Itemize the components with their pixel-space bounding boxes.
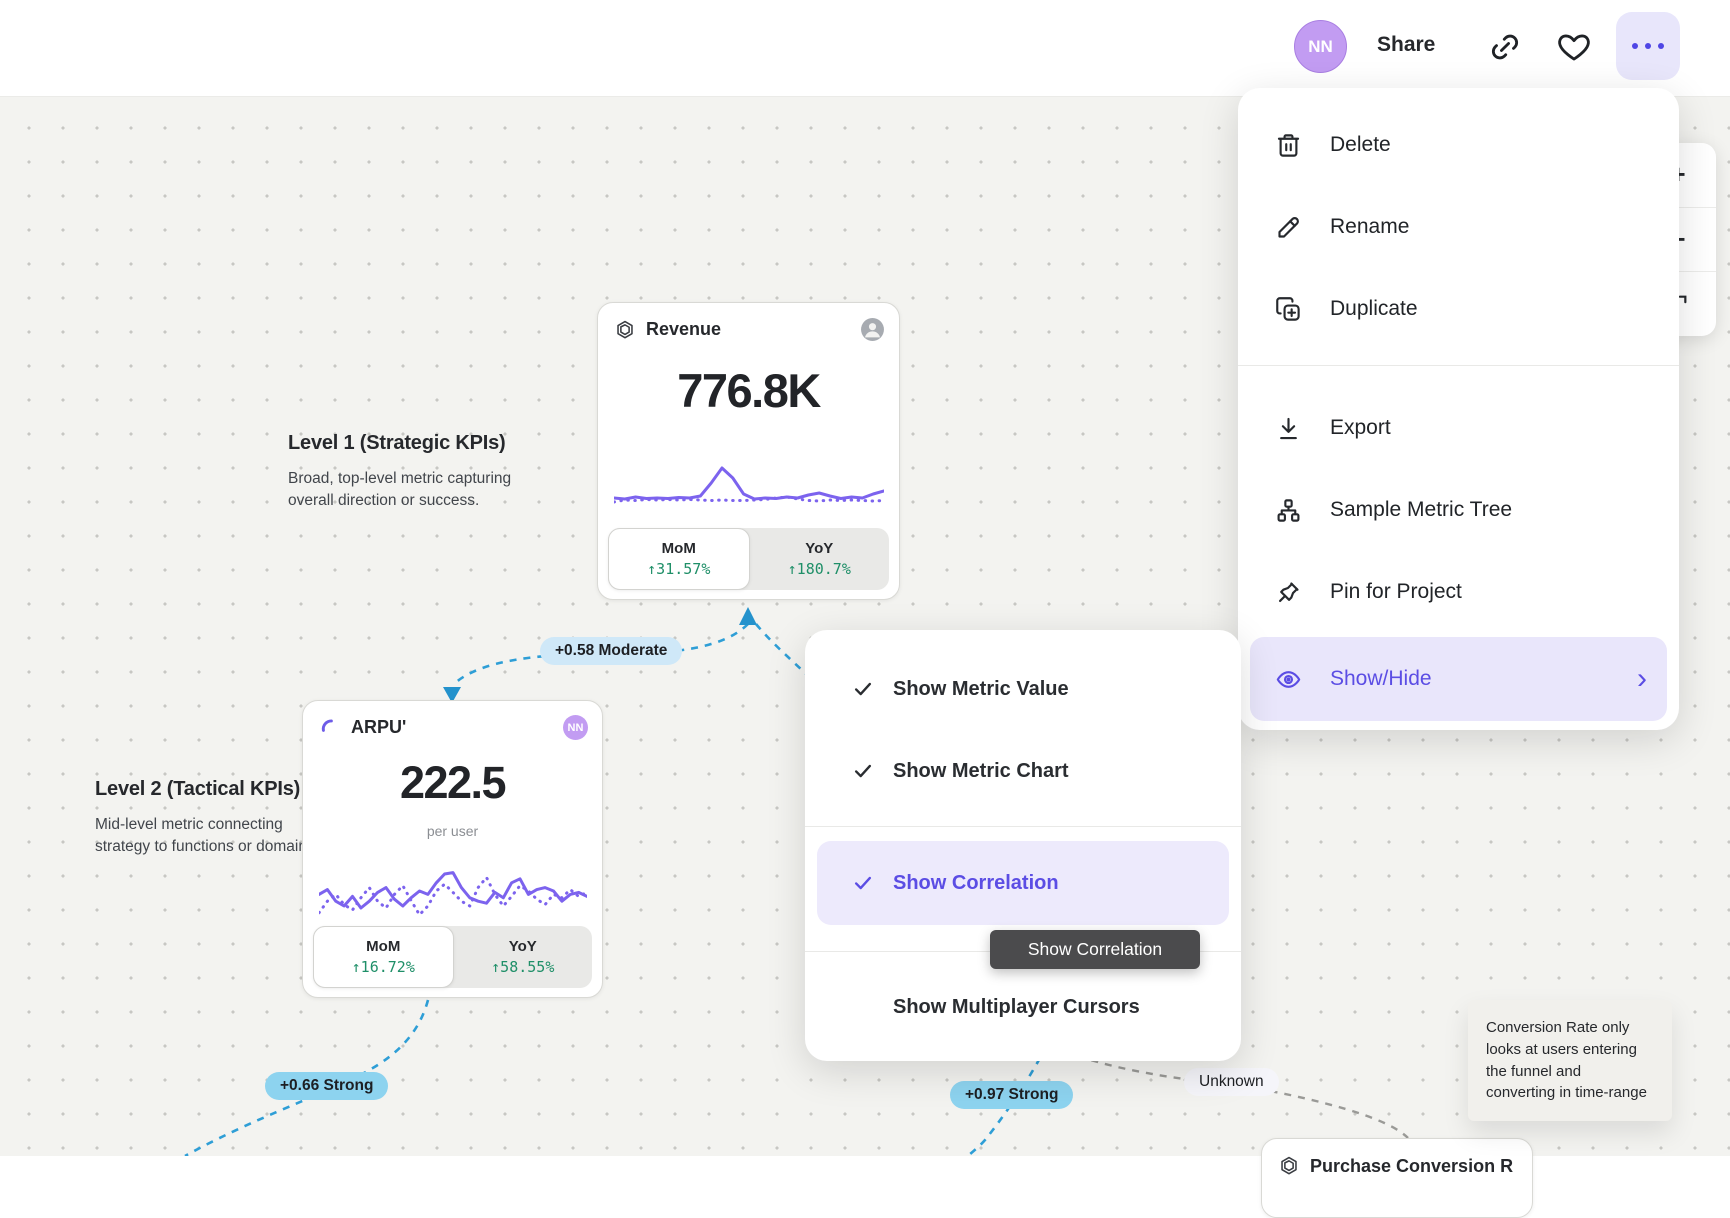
arc-metric-icon [321,718,333,732]
arpu-card-header: ARPU' NN [319,715,588,740]
menu-item-label: Show/Hide [1330,667,1432,690]
submenu-item-show-correlation[interactable]: Show Correlation [817,841,1229,925]
menu-divider [1238,365,1679,366]
menu-item-delete[interactable]: Delete [1238,104,1679,186]
revenue-sparkline [614,466,884,504]
menu-item-export[interactable]: Export [1238,387,1679,469]
mom-value: ↑31.57% [647,560,711,578]
owner-avatar-icon [861,318,884,341]
level-1-label: Level 1 (Strategic KPIs) Broad, top-leve… [288,432,548,512]
duplicate-icon [1276,296,1300,321]
canvas-note[interactable]: Conversion Rate only looks at users ente… [1468,1000,1672,1121]
eye-icon [1276,670,1301,688]
submenu-item-show-metric-value[interactable]: Show Metric Value [805,648,1241,730]
menu-item-label: Sample Metric Tree [1330,498,1513,521]
revenue-card-title: Revenue [646,319,722,339]
metric-card-arpu[interactable]: ARPU' NN 222.5 per user MoM ↑16.72% YoY … [302,700,603,998]
top-bar: NN Share [0,0,1730,97]
checkmark-icon [854,876,872,890]
arpu-tab-mom[interactable]: MoM ↑16.72% [313,926,454,988]
yoy-label: YoY [805,540,834,557]
arpu-unit: per user [426,823,479,839]
menu-item-sample-metric-tree[interactable]: Sample Metric Tree [1238,469,1679,551]
revenue-value: 776.8K [677,364,821,417]
submenu-item-label: Show Multiplayer Cursors [893,995,1140,1018]
pencil-icon [1278,216,1299,238]
pin-icon [1278,581,1299,602]
owner-avatar-nn: NN [563,715,588,740]
yoy-label: YoY [508,938,537,955]
submenu-item-label: Show Metric Chart [893,759,1069,782]
metric-card-purchase-conversion[interactable]: Purchase Conversion R [1261,1138,1533,1218]
correlation-badge-unknown[interactable]: Unknown [1184,1068,1279,1096]
favorite-heart-icon[interactable] [1557,30,1591,64]
mom-label: MoM [366,938,401,955]
menu-item-rename[interactable]: Rename [1238,186,1679,268]
copy-link-icon[interactable] [1488,30,1522,64]
hexagon-metric-icon [1281,1156,1297,1175]
menu-item-show-hide[interactable]: Show/Hide › [1250,637,1667,721]
context-menu: Delete Rename Duplicate Export Sample Me… [1238,88,1679,730]
menu-item-label: Delete [1330,133,1391,156]
level-2-description: Mid-level metric connecting strategy to … [95,816,320,855]
chevron-right-icon: › [1637,662,1647,695]
arpu-sparkline [319,871,587,917]
show-hide-submenu: Show Metric Value Show Metric Chart Show… [805,630,1241,1061]
mom-label: MoM [661,540,696,557]
more-options-icon [1632,43,1664,49]
menu-item-label: Duplicate [1330,297,1418,320]
level-2-label: Level 2 (Tactical KPIs) Mid-level metric… [95,778,341,858]
yoy-value: ↑58.55% [491,958,555,976]
correlation-badge-strong-66[interactable]: +0.66 Strong [265,1072,389,1100]
purchase-card-title: Purchase Conversion R [1310,1155,1514,1176]
level-2-title: Level 2 (Tactical KPIs) [95,778,301,800]
export-icon [1280,417,1297,439]
hexagon-metric-icon [617,320,633,338]
correlation-badge-strong-97[interactable]: +0.97 Strong [950,1081,1074,1109]
metric-card-revenue[interactable]: Revenue 776.8K MoM ↑31.57% YoY ↑180.7% [597,302,900,600]
menu-item-duplicate[interactable]: Duplicate [1238,268,1679,350]
more-options-button[interactable] [1616,12,1680,80]
menu-divider [805,826,1241,827]
level-1-description: Broad, top-level metric capturing overal… [288,470,512,509]
user-avatar[interactable]: NN [1294,20,1347,73]
yoy-value: ↑180.7% [787,560,851,578]
share-button[interactable]: Share [1377,33,1436,56]
revenue-tab-yoy[interactable]: YoY ↑180.7% [750,528,890,590]
arpu-period-tabs: MoM ↑16.72% YoY ↑58.55% [313,926,592,988]
correlation-badge-moderate[interactable]: +0.58 Moderate [540,637,683,665]
trash-icon [1277,133,1300,157]
menu-item-label: Pin for Project [1330,580,1462,603]
arpu-tab-yoy[interactable]: YoY ↑58.55% [454,926,593,988]
purchase-card-header: Purchase Conversion R [1278,1155,1518,1177]
revenue-period-tabs: MoM ↑31.57% YoY ↑180.7% [608,528,889,590]
checkmark-icon [854,764,872,778]
submenu-item-label: Show Metric Value [893,677,1069,700]
submenu-item-show-metric-chart[interactable]: Show Metric Chart [805,730,1241,812]
revenue-card-header: Revenue [614,317,885,342]
menu-item-label: Rename [1330,215,1410,238]
submenu-item-label: Show Correlation [893,871,1059,894]
tree-icon [1277,498,1300,522]
tooltip: Show Correlation [990,930,1200,969]
menu-item-label: Export [1330,416,1391,439]
arpu-value: 222.5 [399,757,507,808]
submenu-item-show-multiplayer-cursors[interactable]: Show Multiplayer Cursors [805,966,1241,1048]
checkmark-icon [854,682,872,696]
menu-item-pin-for-project[interactable]: Pin for Project [1238,551,1679,633]
arpu-card-title: ARPU' [351,717,407,737]
level-1-title: Level 1 (Strategic KPIs) [288,432,506,454]
mom-value: ↑16.72% [351,958,415,976]
revenue-tab-mom[interactable]: MoM ↑31.57% [608,528,750,590]
